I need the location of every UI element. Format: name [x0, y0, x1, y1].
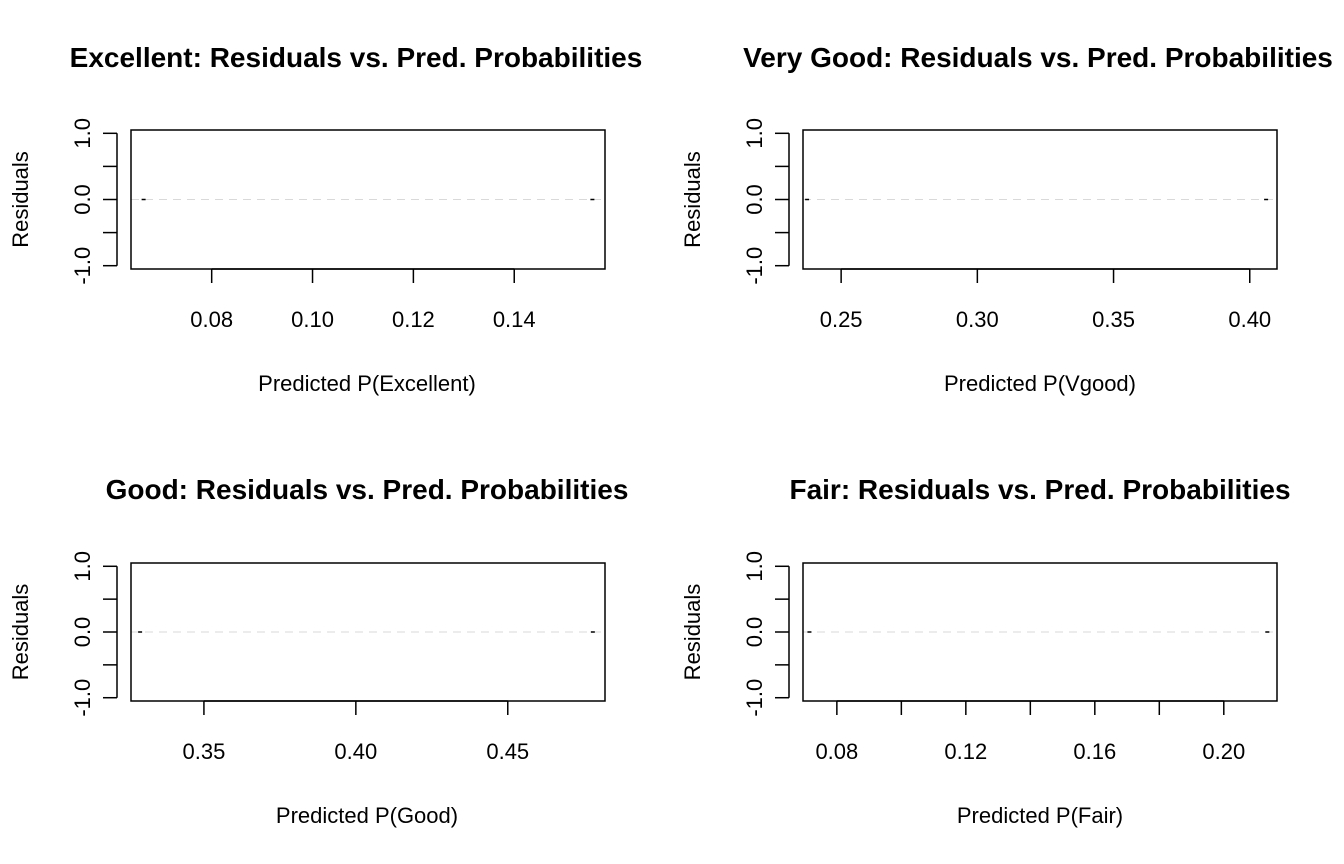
- x-tick-label: 0.35: [183, 739, 226, 764]
- y-tick-label: -1.0: [70, 679, 95, 717]
- panel-title: Very Good: Residuals vs. Pred. Probabili…: [743, 42, 1333, 73]
- panel-title: Fair: Residuals vs. Pred. Probabilities: [789, 474, 1290, 505]
- y-tick-label: 0.0: [70, 184, 95, 215]
- y-axis-title: Residuals: [8, 584, 33, 681]
- y-tick-label: -1.0: [742, 679, 767, 717]
- x-axis-title: Predicted P(Excellent): [258, 371, 476, 396]
- x-tick-label: 0.40: [334, 739, 377, 764]
- y-tick-label: 1.0: [742, 118, 767, 149]
- y-tick-label: 0.0: [70, 617, 95, 648]
- x-tick-label: 0.16: [1073, 739, 1116, 764]
- y-tick-label: 0.0: [742, 617, 767, 648]
- y-tick-label: 1.0: [70, 551, 95, 582]
- y-tick-label: -1.0: [742, 247, 767, 285]
- x-tick-label: 0.10: [291, 307, 334, 332]
- y-tick-label: -1.0: [70, 247, 95, 285]
- x-axis-title: Predicted P(Good): [276, 803, 458, 828]
- x-axis-title: Predicted P(Fair): [957, 803, 1123, 828]
- y-axis-title: Residuals: [680, 151, 705, 248]
- y-axis-title: Residuals: [680, 584, 705, 681]
- x-tick-label: 0.08: [815, 739, 858, 764]
- y-axis-title: Residuals: [8, 151, 33, 248]
- x-tick-label: 0.12: [392, 307, 435, 332]
- panel-3: Good: Residuals vs. Pred. Probabilities 0…: [8, 474, 628, 828]
- x-tick-label: 0.12: [944, 739, 987, 764]
- x-tick-label: 0.40: [1228, 307, 1271, 332]
- x-tick-label: 0.14: [493, 307, 536, 332]
- panel-1: Excellent: Residuals vs. Pred. Probabili…: [8, 42, 642, 396]
- y-tick-label: 1.0: [70, 118, 95, 149]
- y-tick-label: 1.0: [742, 551, 767, 582]
- panel-title: Good: Residuals vs. Pred. Probabilities: [106, 474, 629, 505]
- x-tick-label: 0.08: [190, 307, 233, 332]
- y-tick-label: 0.0: [742, 184, 767, 215]
- panel-4: Fair: Residuals vs. Pred. Probabilities 0…: [680, 474, 1291, 828]
- x-axis-title: Predicted P(Vgood): [944, 371, 1136, 396]
- x-tick-label: 0.25: [820, 307, 863, 332]
- panel-title: Excellent: Residuals vs. Pred. Probabili…: [70, 42, 643, 73]
- x-tick-label: 0.30: [956, 307, 999, 332]
- x-tick-label: 0.35: [1092, 307, 1135, 332]
- x-tick-label: 0.45: [486, 739, 529, 764]
- x-tick-label: 0.20: [1202, 739, 1245, 764]
- panel-2: Very Good: Residuals vs. Pred. Probabili…: [680, 42, 1333, 396]
